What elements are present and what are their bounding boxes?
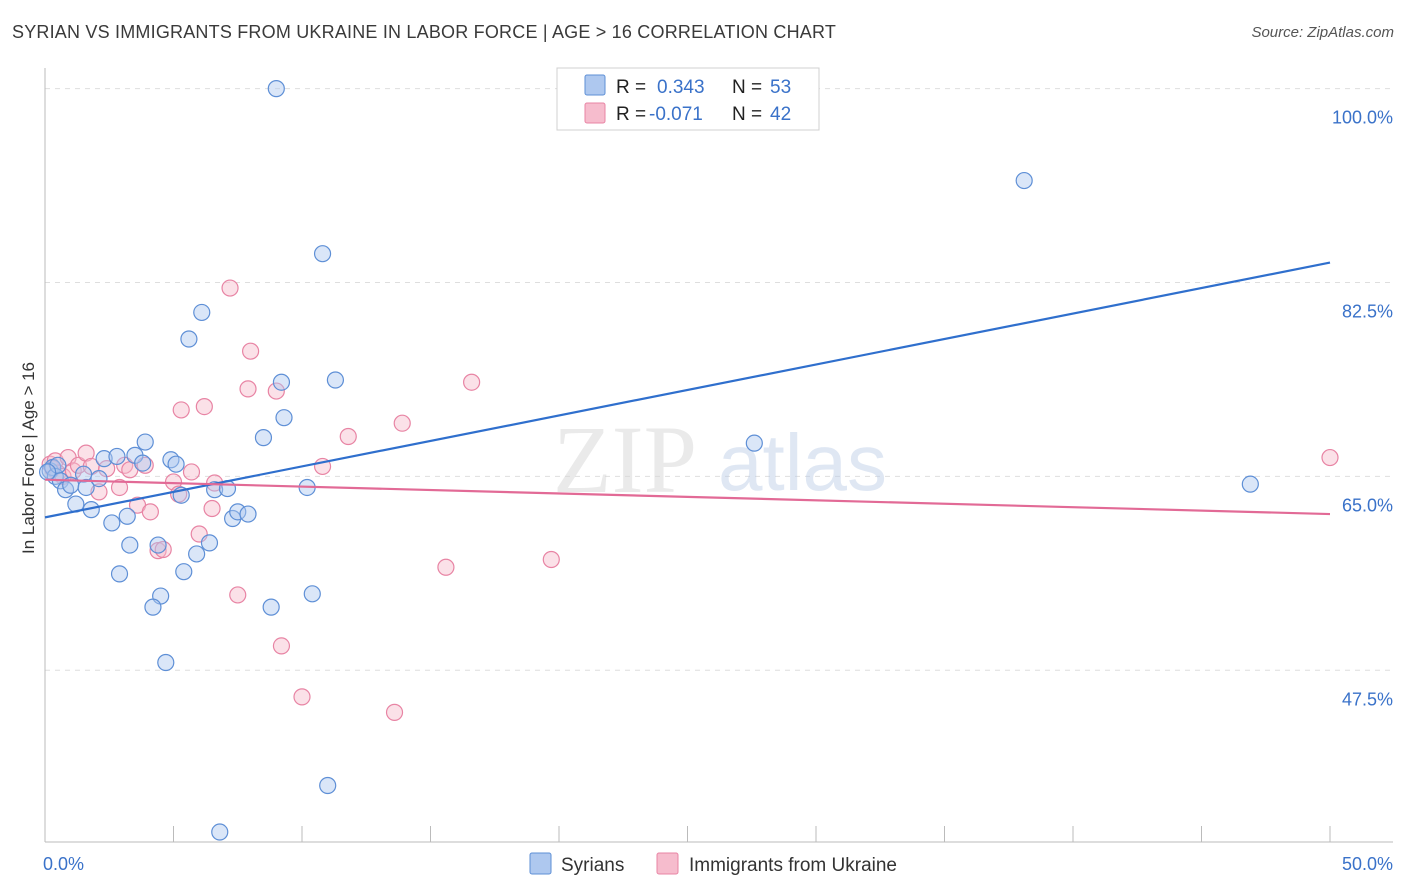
trendline-syrians bbox=[44, 261, 1331, 519]
syrians-point bbox=[745, 434, 763, 452]
ukraine-point bbox=[182, 463, 201, 481]
syrians-point bbox=[144, 598, 162, 616]
syrians-point bbox=[167, 455, 185, 473]
syrians-point bbox=[1241, 475, 1259, 493]
ukraine-point bbox=[141, 503, 159, 521]
ukraine-point bbox=[136, 456, 154, 474]
syrians-point bbox=[108, 447, 126, 466]
trend-lines bbox=[44, 261, 1331, 519]
ukraine-point bbox=[267, 382, 285, 400]
x-tick-labels: 0.0% 50.0% bbox=[43, 854, 1393, 874]
syrians-point bbox=[136, 433, 154, 451]
syrians-point bbox=[77, 478, 95, 497]
y-tick-label: 82.5% bbox=[1342, 302, 1393, 322]
syrians-point bbox=[303, 585, 321, 603]
syrians-point bbox=[272, 373, 291, 391]
ukraine-point bbox=[195, 397, 213, 416]
legend-r-label-2: R = bbox=[616, 104, 646, 125]
syrians-point bbox=[157, 653, 175, 672]
x-tick-label-min: 0.0% bbox=[43, 854, 84, 874]
source-label: Source: ZipAtlas.com bbox=[1251, 24, 1394, 41]
syrians-point bbox=[193, 303, 211, 322]
legend-r-value-2: -0.071 bbox=[649, 104, 703, 125]
ukraine-point bbox=[437, 558, 455, 576]
ukraine-point bbox=[69, 456, 88, 474]
syrians-point bbox=[149, 536, 167, 554]
legend-r-value-1: 0.343 bbox=[657, 77, 705, 98]
syrians-point bbox=[103, 514, 121, 532]
syrians-point bbox=[267, 80, 285, 98]
bottom-legend-syrians: Syrians bbox=[561, 855, 624, 876]
ukraine-point bbox=[242, 342, 260, 360]
bottom-legend: Syrians Immigrants from Ukraine bbox=[529, 852, 897, 876]
y-tick-label: 100.0% bbox=[1332, 108, 1393, 128]
legend-swatch-syrians bbox=[584, 74, 606, 96]
legend-n-value-1: 53 bbox=[770, 77, 791, 98]
legend-box: R = 0.343 N = 53 R = -0.071 N = 42 bbox=[556, 67, 820, 131]
legend-r-label-1: R = bbox=[616, 77, 646, 98]
ukraine-point bbox=[542, 550, 560, 569]
x-tick-label-max: 50.0% bbox=[1342, 854, 1393, 874]
syrians-point bbox=[121, 536, 139, 554]
syrians-point bbox=[95, 450, 113, 468]
syrians-point bbox=[175, 563, 193, 581]
legend-swatch-ukraine bbox=[584, 102, 606, 124]
syrians-point bbox=[326, 371, 345, 389]
syrians-point bbox=[1015, 171, 1033, 190]
syrians-point bbox=[180, 330, 198, 348]
syrians-point bbox=[319, 776, 337, 795]
y-tick-labels: 100.0% 82.5% 65.0% 47.5% bbox=[1332, 108, 1393, 710]
ukraine-point bbox=[90, 483, 108, 501]
trendline-ukraine bbox=[44, 478, 1331, 516]
ukraine-point bbox=[393, 414, 411, 432]
syrians-point bbox=[206, 481, 224, 499]
bottom-legend-swatch-syrians bbox=[529, 852, 552, 875]
syrians-point bbox=[74, 465, 93, 483]
y-tick-label: 65.0% bbox=[1342, 495, 1393, 515]
ukraine-point bbox=[172, 401, 190, 419]
syrians-point bbox=[254, 429, 273, 447]
ukraine-point bbox=[221, 279, 239, 297]
ukraine-point bbox=[339, 427, 357, 446]
syrians-point bbox=[188, 545, 206, 563]
syrians-point bbox=[313, 245, 332, 263]
ukraine-point bbox=[239, 380, 257, 398]
y-tick-label: 47.5% bbox=[1342, 689, 1393, 709]
watermark: ZIP atlas bbox=[553, 406, 887, 513]
syrians-point bbox=[134, 454, 152, 472]
axes bbox=[44, 68, 1393, 843]
legend-n-label-2: N = bbox=[732, 104, 762, 125]
ukraine-point bbox=[293, 688, 311, 706]
syrians-point bbox=[110, 565, 129, 583]
ukraine-point bbox=[463, 373, 481, 391]
ukraine-point bbox=[77, 444, 95, 462]
legend-n-value-2: 42 bbox=[770, 104, 791, 125]
ukraine-point bbox=[203, 499, 221, 518]
ukraine-point bbox=[385, 703, 404, 721]
syrians-point bbox=[211, 823, 229, 841]
chart-title: SYRIAN VS IMMIGRANTS FROM UKRAINE IN LAB… bbox=[12, 22, 837, 42]
grid-lines bbox=[45, 88, 1393, 671]
syrians-point bbox=[200, 534, 219, 552]
y-axis-title: In Labor Force | Age > 16 bbox=[19, 362, 38, 554]
syrians-point bbox=[239, 505, 257, 523]
ukraine-point bbox=[229, 586, 247, 604]
syrians-point bbox=[229, 503, 247, 521]
bottom-legend-ukraine: Immigrants from Ukraine bbox=[689, 855, 897, 876]
syrians-point bbox=[90, 470, 108, 488]
ukraine-point bbox=[272, 637, 291, 655]
bottom-legend-swatch-ukraine bbox=[656, 852, 679, 875]
ukraine-point bbox=[110, 478, 129, 497]
syrians-point bbox=[262, 598, 280, 616]
syrians-point bbox=[38, 463, 57, 481]
watermark-atlas: atlas bbox=[718, 418, 887, 507]
syrians-point bbox=[275, 409, 293, 427]
syrians-point bbox=[118, 507, 136, 525]
ukraine-point bbox=[1321, 448, 1339, 467]
legend-n-label-1: N = bbox=[732, 77, 762, 98]
